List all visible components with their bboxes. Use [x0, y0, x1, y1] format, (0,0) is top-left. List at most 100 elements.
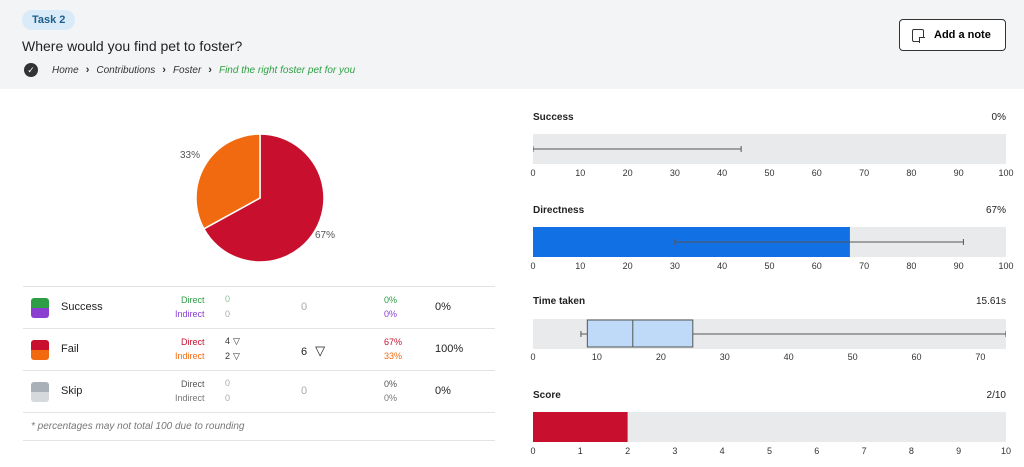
axis-tick: 40: [717, 261, 728, 271]
axis-tick: 30: [719, 352, 730, 362]
axis-tick: 70: [859, 168, 870, 178]
chevron-right-icon: ›: [162, 64, 166, 76]
axis-tick: 70: [859, 261, 870, 271]
row-total: 0: [301, 301, 308, 313]
row-label: Skip: [61, 385, 83, 397]
axis-tick: 60: [811, 168, 822, 178]
time-axis: 0 10 20 30 40 50 60 70: [530, 352, 1006, 364]
direct-count: 0: [225, 294, 231, 304]
pie-label-67: 67%: [315, 230, 336, 241]
axis-tick: 90: [953, 261, 964, 271]
task-badge: Task 2: [22, 10, 76, 30]
filter-icon: ▽: [233, 351, 240, 361]
direct-pct: 0%: [384, 295, 398, 305]
pie-label-33: 33%: [180, 150, 201, 161]
axis-tick: 6: [814, 446, 820, 456]
fail-swatch: [31, 340, 49, 360]
axis-tick: 30: [669, 168, 680, 178]
axis-tick: 8: [908, 446, 914, 456]
axis-tick: 30: [669, 261, 680, 271]
axis-tick: 100: [998, 168, 1014, 178]
indirect-pct: 0%: [384, 309, 398, 319]
axis-tick: 50: [847, 352, 858, 362]
indirect-count: 0: [225, 393, 231, 403]
axis-tick: 20: [622, 261, 633, 271]
metric-score: Score 2/10 0 1 2 3 4 5 6 7 8 9 10: [530, 390, 1011, 460]
pie-slice-fail-direct: [202, 133, 325, 263]
breadcrumb-contributions[interactable]: Contributions: [96, 64, 156, 76]
axis-tick: 10: [575, 168, 586, 178]
success-swatch: [31, 298, 49, 318]
axis-tick: 0: [530, 261, 536, 271]
direct-label: Direct: [181, 337, 205, 347]
total-cell[interactable]: 6 ▽: [301, 343, 325, 359]
indirect-pct: 0%: [384, 393, 398, 403]
axis-tick: 80: [906, 261, 917, 271]
axis-tick: 4: [719, 446, 725, 456]
skip-swatch: [31, 382, 49, 402]
task-question: Where would you find pet to foster?: [22, 38, 243, 54]
axis-tick: 3: [672, 446, 678, 456]
pie-slice-fail-indirect: [195, 133, 261, 230]
direct-pct: 0%: [384, 379, 398, 389]
score-axis: 0 1 2 3 4 5 6 7 8 9 10: [530, 446, 1011, 458]
axis-tick: 10: [575, 261, 586, 271]
direct-count: 4: [225, 336, 231, 346]
direct-count-cell[interactable]: 4 ▽: [225, 336, 240, 347]
row-total: 6: [301, 346, 308, 358]
metric-time: Time taken 15.61s 0 10 20 30 40 50 60 70: [530, 296, 1007, 366]
metric-value: 15.61s: [975, 296, 1006, 307]
metric-value: 67%: [985, 205, 1006, 216]
row-overall: 100%: [435, 343, 464, 355]
indirect-pct: 33%: [384, 351, 403, 361]
success-axis: 0 10 20 30 40 50 60 70 80 90 100: [530, 168, 1013, 180]
table-row-fail: Fail Direct Indirect 4 ▽ 2 ▽ 6 ▽ 67% 33% 10…: [23, 328, 495, 370]
axis-tick: 100: [998, 261, 1014, 271]
filter-icon: ▽: [233, 336, 240, 346]
time-box: [586, 319, 694, 348]
axis-tick: 10: [591, 352, 602, 362]
pie-chart: [190, 128, 330, 273]
axis-tick: 20: [655, 352, 666, 362]
metric-success: Success 0% 0 10 20 30 40 50 60 70 80 90 100: [530, 112, 1013, 182]
directness-axis: 0 10 20 30 40 50 60 70 80 90 100: [530, 261, 1013, 273]
axis-tick: 90: [953, 168, 964, 178]
breadcrumb-current: Find the right foster pet for you: [218, 64, 356, 76]
axis-tick: 7: [861, 446, 867, 456]
metric-title: Time taken: [533, 296, 586, 307]
breadcrumb-home[interactable]: Home: [52, 64, 79, 76]
axis-tick: 1: [577, 446, 583, 456]
indirect-count-cell[interactable]: 2 ▽: [225, 351, 240, 362]
add-note-label: Add a note: [934, 29, 991, 41]
task-header: Task 2 Where would you find pet to foste…: [0, 0, 1024, 89]
metric-title: Directness: [533, 205, 585, 216]
indirect-label: Indirect: [175, 351, 205, 361]
check-circle-icon: ✓: [24, 63, 38, 77]
add-note-button[interactable]: Add a note: [899, 19, 1006, 51]
metric-value: 2/10: [986, 390, 1006, 401]
metric-title: Success: [533, 112, 574, 123]
axis-tick: 60: [811, 261, 822, 271]
direct-label: Direct: [181, 295, 205, 305]
direct-label: Direct: [181, 379, 205, 389]
metric-title: Score: [533, 390, 561, 401]
axis-tick: 40: [717, 168, 728, 178]
success-track: [532, 134, 1006, 164]
note-icon: [912, 28, 925, 43]
row-label: Success: [61, 301, 103, 313]
table-row-skip: Skip Direct Indirect 0 0 0 0% 0% 0%: [23, 370, 495, 412]
breadcrumb-foster[interactable]: Foster: [172, 64, 202, 76]
direct-count: 0: [225, 378, 231, 388]
indirect-count: 2: [225, 351, 231, 361]
chevron-right-icon: ›: [85, 64, 90, 76]
axis-tick: 50: [764, 261, 775, 271]
metric-value: 0%: [991, 112, 1006, 123]
axis-tick: 20: [622, 168, 633, 178]
axis-tick: 50: [764, 168, 775, 178]
direct-pct: 67%: [384, 337, 403, 347]
axis-tick: 2: [625, 446, 631, 456]
time-track: [533, 319, 1007, 349]
axis-tick: 10: [1000, 446, 1012, 456]
metric-directness: Directness 67% 0 10 20 30 40 50 60 70 80 90 100: [530, 205, 1013, 275]
row-overall: 0%: [435, 385, 451, 397]
